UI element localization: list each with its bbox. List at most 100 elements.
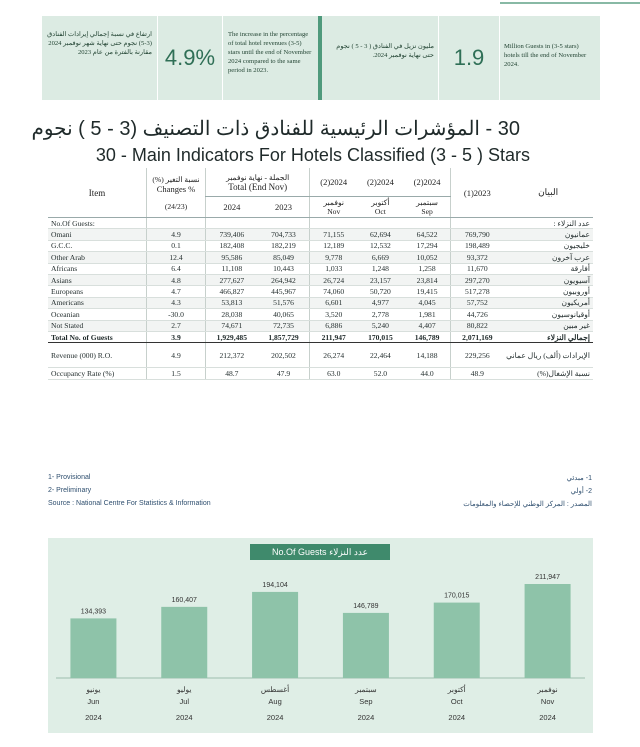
section-label-en: No.Of Guests:	[48, 217, 147, 230]
kpi-revenue-english-text: The increase in the percentage of total …	[228, 31, 312, 74]
note-provisional-en: 1- Provisional	[48, 474, 91, 481]
cell-total-2024: 212,372	[204, 342, 258, 369]
table-row: G.C.C. 0.1 182,408 182,219 12,189 12,532 17,29…	[48, 240, 593, 253]
x-tick-label-ar: نوفمبر	[536, 685, 557, 694]
x-tick-label-ar: أكتوبر	[447, 683, 466, 694]
cell-total-2024: 53,813	[204, 297, 258, 310]
cell-change: 4.8	[146, 274, 206, 287]
row-label-en: Europeans	[48, 285, 147, 298]
cell-nov: 26,274	[309, 342, 358, 369]
row-label-ar: غير مبين	[503, 320, 593, 332]
row-label-en: Other Arab	[48, 251, 147, 264]
bar-sep	[342, 612, 389, 678]
cell-oct: 1,248	[357, 263, 404, 275]
header-sep: سبتمبر Sep	[403, 196, 451, 218]
x-tick-year: 2024	[539, 713, 556, 722]
cell-total-2023: 445,967	[257, 285, 310, 298]
header-nov-ar: نوفمبر	[323, 198, 344, 207]
cell-oct: 5,240	[357, 320, 404, 332]
table-section-row: No.Of Guests: عدد النزلاء :	[48, 217, 593, 230]
row-label-ar: عرب آخرون	[503, 251, 593, 264]
cell-oct: 6,669	[357, 251, 404, 264]
header-total-2024: 2024	[204, 196, 258, 218]
header-sep-en: Sep	[421, 207, 433, 216]
bar-value-label: 134,393	[81, 608, 106, 615]
cell-year-2023: 44,726	[450, 308, 504, 321]
row-label-en: Omani	[48, 228, 147, 241]
row-label-en: Revenue (000) R.O.	[48, 342, 147, 369]
header-oct-en: Oct	[374, 207, 386, 216]
cell-change: 3.9	[146, 330, 206, 344]
header-nov-en: Nov	[327, 207, 341, 216]
x-tick-label-ar: يونيو	[85, 685, 100, 694]
row-label-en: Africans	[48, 263, 147, 275]
kpi-guests-english-text: Million Guests in (3-5 stars) hotels til…	[504, 43, 587, 68]
cell-year-2023: 11,670	[450, 263, 504, 275]
cell-sep: 1,258	[403, 263, 451, 275]
header-sep-ar: سبتمبر	[416, 198, 438, 207]
header-nov-year: (2)2024	[309, 168, 358, 197]
chart-panel	[48, 538, 593, 733]
cell-total-2024: 28,038	[204, 308, 258, 321]
section-label-ar: عدد النزلاء :	[503, 217, 593, 230]
page-title-arabic: 30 - المؤشرات الرئيسية للفنادق ذات التصن…	[31, 118, 520, 140]
cell-total-2023: 704,733	[257, 228, 310, 241]
table-row: Americans 4.3 53,813 51,576 6,601 4,977 4,045 5…	[48, 297, 593, 310]
row-label-ar: خليجيون	[503, 240, 593, 253]
bar-value-label: 170,015	[444, 593, 469, 600]
x-tick-label-ar: يوليو	[176, 685, 191, 694]
bar-jun	[70, 618, 117, 678]
cell-sep: 4,045	[403, 297, 451, 310]
header-oct: أكتوبر Oct	[357, 196, 404, 218]
note-preliminary-ar: 2- أولي	[570, 488, 592, 495]
row-label-en: Oceanian	[48, 308, 147, 321]
cell-total-2023: 47.9	[257, 367, 310, 380]
cell-total-2023: 1,857,729	[257, 330, 310, 344]
table-row: Asians 4.8 277,627 264,942 26,724 23,157 23,81…	[48, 274, 593, 287]
cell-total-2024: 277,627	[204, 274, 258, 287]
chart-title: No.Of Guests عدد النزلاء	[250, 544, 390, 560]
bar-value-label: 146,789	[353, 603, 378, 610]
cell-nov: 12,189	[309, 240, 358, 253]
cell-total-2024: 74,671	[204, 320, 258, 332]
note-provisional-ar: 1- مبدئي	[566, 475, 592, 482]
header-change-ar: نسبة التغير (%)	[152, 174, 200, 184]
x-tick-year: 2024	[176, 713, 193, 722]
cell-change: 4.9	[146, 342, 206, 369]
kpi-guests-arabic-text: مليون نزيل في الفنادق ( 3 - 5 ) نجوم حتى…	[336, 43, 434, 59]
bar-oct	[433, 602, 480, 678]
cell-change: -30.0	[146, 308, 206, 321]
cell-nov: 9,778	[309, 251, 358, 264]
x-tick-label: Oct	[451, 697, 464, 706]
cell-year-2023: 93,372	[450, 251, 504, 264]
header-prev-year: (1)2023	[450, 168, 504, 218]
cell-total-2023: 202,502	[257, 342, 310, 369]
cell-change: 4.3	[146, 297, 206, 310]
header-total: الجملة - نهاية نوفمبر Total (End Nov)	[204, 168, 310, 197]
cell-sep: 19,415	[403, 285, 451, 298]
table-row: Oceanian -30.0 28,038 40,065 3,520 2,778 1,981…	[48, 308, 593, 321]
cell-sep: 64,522	[403, 228, 451, 241]
row-label-ar: نسبة الإشغال(%)	[503, 367, 593, 380]
table-row-occupancy: Occupancy Rate (%) 1.5 48.7 47.9 63.0 52.0 44.…	[48, 367, 593, 380]
cell-oct: 4,977	[357, 297, 404, 310]
row-label-ar: أفارقة	[503, 263, 593, 275]
cell-year-2023: 517,278	[450, 285, 504, 298]
cell-year-2023: 297,270	[450, 274, 504, 287]
table-row: Other Arab 12.4 95,586 85,049 9,778 6,669 10,0…	[48, 251, 593, 264]
header-arabic-item: البيان	[503, 168, 593, 218]
x-tick-label: Sep	[359, 697, 372, 706]
cell-year-2023: 2,071,169	[450, 330, 504, 344]
cell-sep: 23,814	[403, 274, 451, 287]
cell-total-2023: 51,576	[257, 297, 310, 310]
row-label-en: Not Stated	[48, 320, 147, 332]
kpi-guests-value: 1.9	[438, 16, 500, 100]
cell-nov: 3,520	[309, 308, 358, 321]
header-sep-year: (2)2024	[403, 168, 451, 197]
x-tick-label: Jul	[179, 697, 189, 706]
kpi-revenue-arabic-text: ارتفاع في نسبة إجمالي إيرادات الفنادق (3…	[47, 31, 152, 56]
table-row: Africans 6.4 11,108 10,443 1,033 1,248 1,258 11…	[48, 263, 593, 275]
header-oct-ar: أكتوبر	[371, 198, 390, 207]
row-label-ar: إجمالي النزلاء	[503, 330, 593, 344]
x-tick-label-ar: سبتمبر	[354, 685, 377, 694]
